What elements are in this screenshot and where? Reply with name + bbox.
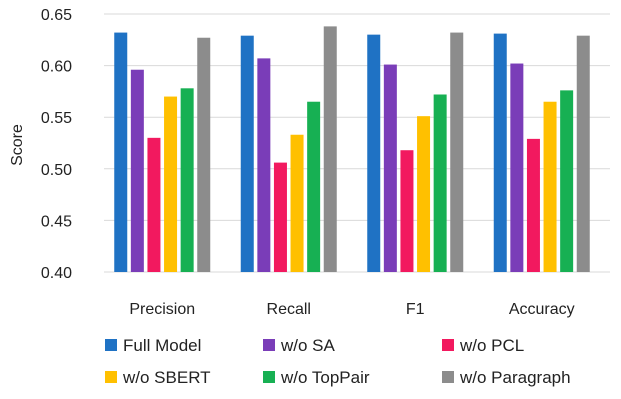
- y-axis-ticks: 0.40 0.45 0.50 0.55 0.60 0.65: [41, 7, 72, 282]
- y-tick-label: 0.50: [41, 162, 72, 179]
- bar-w-o-toppair-recall: [307, 101, 321, 272]
- y-axis-title: Score: [9, 124, 26, 166]
- bars: [114, 26, 590, 273]
- bar-full-model-precision: [114, 32, 128, 272]
- legend-label: w/o TopPair: [280, 368, 370, 387]
- legend-swatch: [442, 339, 454, 351]
- bar-full-model-f1: [367, 34, 381, 272]
- bar-w-o-pcl-precision: [147, 137, 161, 272]
- bar-w-o-sbert-f1: [417, 116, 431, 272]
- legend-swatch: [263, 339, 275, 351]
- legend-label: w/o SA: [280, 336, 336, 355]
- bar-w-o-paragraph-f1: [450, 32, 464, 272]
- bar-w-o-sbert-recall: [290, 134, 304, 272]
- bar-w-o-toppair-accuracy: [560, 90, 574, 272]
- y-tick-label: 0.65: [41, 7, 72, 24]
- y-tick-label: 0.55: [41, 110, 72, 127]
- legend-label: w/o Paragraph: [459, 368, 571, 387]
- legend-label: w/o SBERT: [122, 368, 211, 387]
- bar-w-o-paragraph-recall: [323, 26, 337, 272]
- bar-w-o-pcl-f1: [400, 150, 414, 272]
- x-tick-label: F1: [406, 301, 425, 318]
- bar-w-o-sa-f1: [383, 64, 397, 273]
- x-axis-ticks: Precision Recall F1 Accuracy: [129, 301, 574, 318]
- bar-w-o-pcl-accuracy: [526, 138, 540, 272]
- y-tick-label: 0.45: [41, 213, 72, 230]
- x-tick-label: Accuracy: [509, 301, 575, 318]
- bar-w-o-sbert-accuracy: [543, 101, 557, 272]
- bar-w-o-sa-precision: [130, 69, 144, 272]
- legend-label: w/o PCL: [459, 336, 524, 355]
- bar-w-o-paragraph-precision: [197, 37, 211, 273]
- legend-swatch: [105, 339, 117, 351]
- bar-w-o-sbert-precision: [164, 96, 178, 272]
- legend-swatch: [105, 371, 117, 383]
- legend-swatch: [263, 371, 275, 383]
- x-tick-label: Recall: [267, 301, 311, 318]
- x-tick-label: Precision: [129, 301, 195, 318]
- legend-label: Full Model: [123, 336, 201, 355]
- legend: Full Model w/o SA w/o PCL w/o SBERT w/o TopP…: [105, 336, 571, 387]
- bar-w-o-sa-recall: [257, 58, 271, 272]
- y-tick-label: 0.60: [41, 59, 72, 76]
- bar-full-model-recall: [240, 35, 254, 273]
- bar-full-model-accuracy: [493, 33, 507, 272]
- bar-w-o-toppair-precision: [180, 88, 194, 272]
- bar-w-o-paragraph-accuracy: [576, 35, 590, 273]
- y-tick-label: 0.40: [41, 265, 72, 282]
- legend-swatch: [442, 371, 454, 383]
- bar-w-o-pcl-recall: [273, 162, 287, 272]
- bar-w-o-toppair-f1: [433, 94, 447, 272]
- bar-w-o-sa-accuracy: [510, 63, 524, 273]
